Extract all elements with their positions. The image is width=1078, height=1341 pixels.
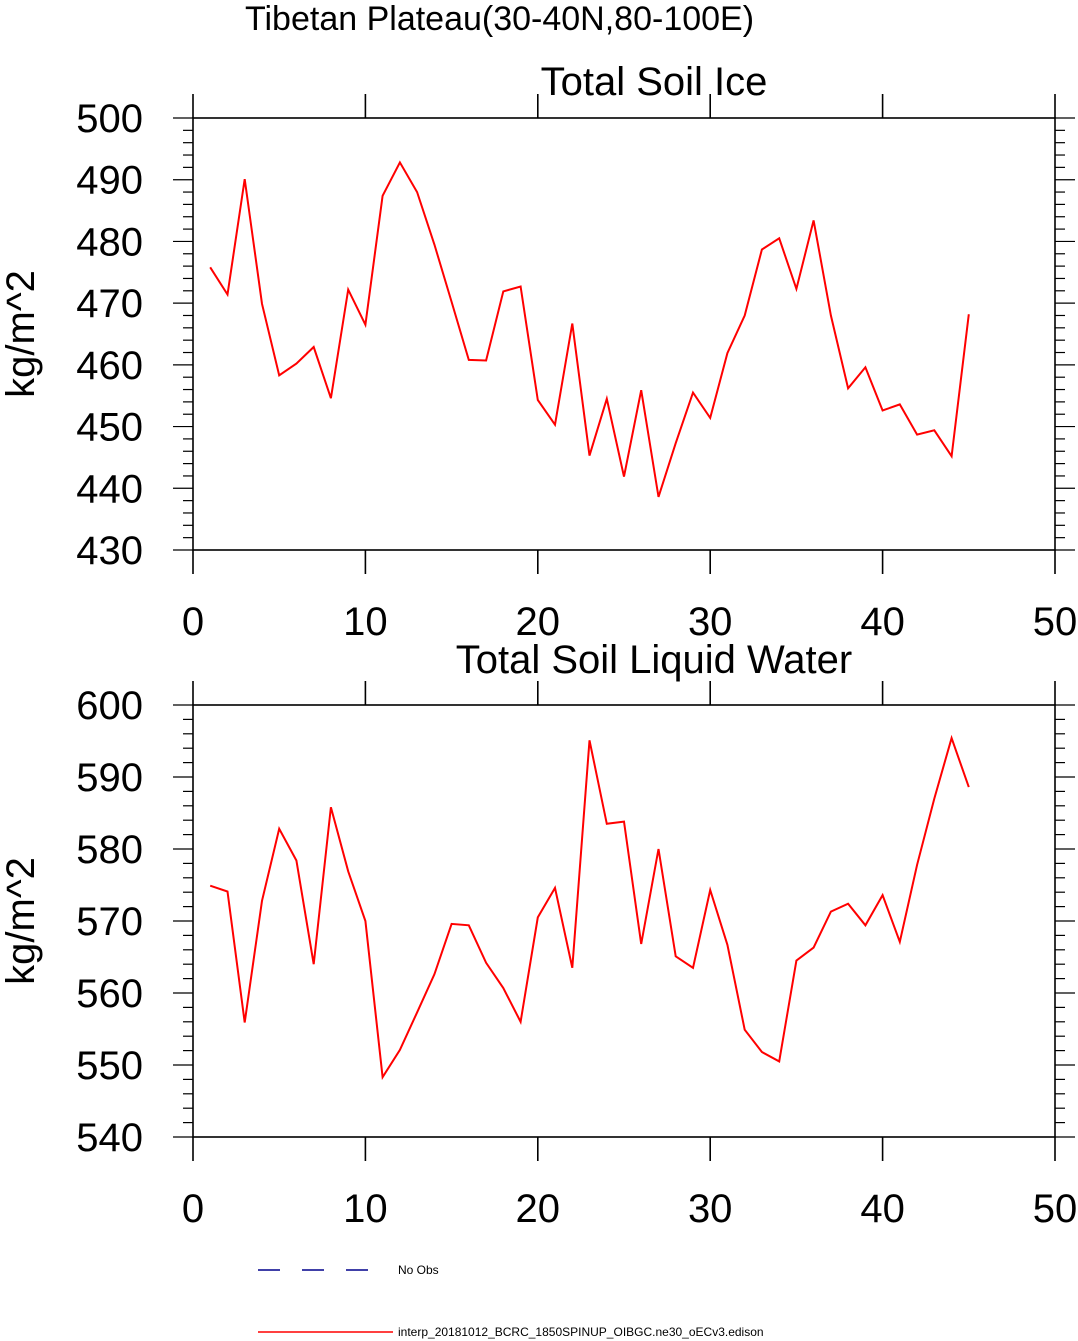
series-line xyxy=(209,160,970,498)
y-tick-label: 590 xyxy=(76,756,143,800)
x-tick-label: 30 xyxy=(688,600,733,644)
legend-obs-label: No Obs xyxy=(398,1263,439,1277)
x-tick-label: 20 xyxy=(516,600,561,644)
y-tick-label: 550 xyxy=(76,1044,143,1088)
y-tick-label: 490 xyxy=(76,159,143,203)
y-tick-label: 570 xyxy=(76,900,143,944)
panel-title: Total Soil Liquid Water xyxy=(456,638,852,682)
x-tick-label: 10 xyxy=(343,600,388,644)
panel-total-soil-ice: Total Soil Ice 0 10 20 30 40 50 430 440 450 460 470… xyxy=(0,60,1077,644)
y-tick-label: 440 xyxy=(76,467,143,511)
plot-frame xyxy=(192,117,1056,551)
panel-total-soil-liquid-water: Total Soil Liquid Water 0 10 20 30 40 50 540 550… xyxy=(0,638,1077,1231)
series-line xyxy=(209,734,970,1081)
y-axis-label: kg/m^2 xyxy=(0,857,43,985)
y-tick-label: 430 xyxy=(76,529,143,573)
figure-suptitle: Tibetan Plateau(30-40N,80-100E) xyxy=(245,0,755,38)
y-tick-label: 450 xyxy=(76,406,143,450)
y-tick-label: 560 xyxy=(76,972,143,1016)
x-tick-label: 10 xyxy=(343,1187,388,1231)
y-tick-label: 480 xyxy=(76,220,143,264)
y-axis-label: kg/m^2 xyxy=(0,270,43,398)
legend: No Obs interp_20181012_BCRC_1850SPINUP_O… xyxy=(258,1263,764,1339)
x-tick-label: 50 xyxy=(1033,600,1078,644)
x-tick-label: 40 xyxy=(860,1187,905,1231)
plot-frame xyxy=(192,704,1056,1138)
x-tick-label: 0 xyxy=(182,1187,204,1231)
x-tick-label: 0 xyxy=(182,600,204,644)
legend-model-label: interp_20181012_BCRC_1850SPINUP_OIBGC.ne… xyxy=(398,1325,764,1339)
x-tick-label: 50 xyxy=(1033,1187,1078,1231)
x-tick-label: 20 xyxy=(516,1187,561,1231)
panel-title: Total Soil Ice xyxy=(541,60,768,104)
x-tick-label: 30 xyxy=(688,1187,733,1231)
y-tick-label: 470 xyxy=(76,282,143,326)
y-tick-label: 580 xyxy=(76,828,143,872)
y-tick-label: 540 xyxy=(76,1116,143,1160)
y-tick-label: 600 xyxy=(76,684,143,728)
y-tick-label: 500 xyxy=(76,97,143,141)
x-tick-label: 40 xyxy=(860,600,905,644)
y-tick-label: 460 xyxy=(76,344,143,388)
